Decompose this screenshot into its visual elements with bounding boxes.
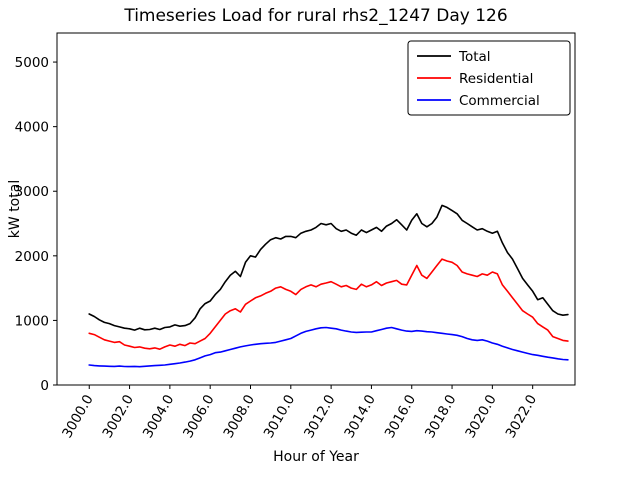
y-tick-label: 4000 — [15, 120, 49, 136]
y-tick-label: 3000 — [15, 184, 49, 200]
series-line-residential — [88, 258, 569, 351]
x-tick-label: 3008.0 — [220, 392, 257, 441]
series-line-commercial — [88, 326, 569, 368]
series-lines — [88, 204, 569, 368]
x-tick-label: 3006.0 — [180, 392, 217, 441]
legend-box — [407, 40, 571, 116]
chart-title: Timeseries Load for rural rhs2_1247 Day … — [123, 6, 507, 26]
y-axis-label: kW total — [7, 180, 23, 238]
x-axis-label: Hour of Year — [273, 449, 359, 465]
legend-label-residential: Residential — [459, 71, 533, 87]
x-tick-label: 3018.0 — [422, 392, 459, 441]
x-tick-label: 3004.0 — [140, 392, 177, 441]
y-tick-label: 2000 — [15, 249, 49, 265]
y-tick-label: 5000 — [15, 55, 49, 71]
x-tick-label: 3022.0 — [503, 392, 540, 441]
x-tick-label: 3002.0 — [100, 392, 137, 441]
legend-label-total: Total — [458, 49, 491, 65]
legend: Total Residential Commercial — [407, 40, 571, 116]
legend-label-commercial: Commercial — [459, 93, 540, 109]
x-tick-label: 3020.0 — [462, 392, 499, 441]
y-tick-label: 1000 — [15, 313, 49, 329]
plot-border — [56, 32, 576, 386]
x-tick-label: 3016.0 — [382, 392, 419, 441]
x-tick-label: 3014.0 — [341, 392, 378, 441]
y-tick-label: 0 — [40, 378, 49, 394]
series-line-total — [88, 204, 569, 331]
x-tick-label: 3010.0 — [261, 392, 298, 441]
x-tick-label: 3012.0 — [301, 392, 338, 441]
x-tick-label: 3000.0 — [59, 392, 96, 441]
